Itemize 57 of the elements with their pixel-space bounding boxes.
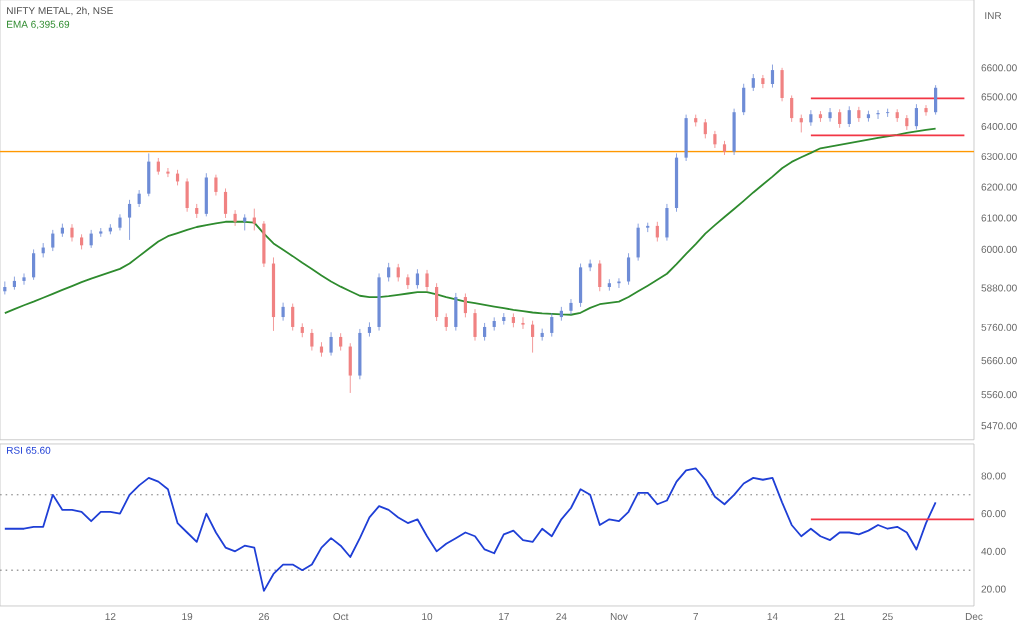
- candlestick: [684, 114, 688, 162]
- candlestick: [598, 259, 602, 292]
- candlestick: [147, 153, 151, 197]
- candlestick: [329, 331, 333, 356]
- candlestick: [790, 95, 794, 123]
- candlestick: [578, 263, 583, 308]
- candlestick: [118, 213, 122, 231]
- candlestick: [742, 83, 746, 116]
- candlestick: [127, 199, 132, 241]
- candlestick: [550, 312, 554, 337]
- candlestick: [636, 223, 640, 262]
- candlestick: [886, 108, 890, 118]
- candlestick: [569, 298, 573, 316]
- candlestick: [809, 109, 813, 127]
- candlestick: [32, 249, 36, 281]
- candlestick: [51, 229, 55, 252]
- candlestick: [70, 223, 74, 242]
- candlestick: [665, 203, 669, 242]
- candlestick: [387, 262, 391, 282]
- candlestick: [838, 108, 842, 129]
- candlestick: [761, 74, 765, 89]
- candlestick: [473, 308, 477, 342]
- candlestick: [780, 67, 784, 102]
- candlestick: [617, 277, 621, 289]
- candlestick: [914, 103, 919, 130]
- candlestick: [425, 269, 429, 292]
- candlestick: [204, 172, 208, 217]
- candlestick: [626, 252, 631, 286]
- candlestick: [847, 105, 851, 128]
- candlestick: [223, 188, 228, 219]
- candlestick: [252, 208, 256, 231]
- candlestick: [924, 104, 928, 117]
- candlestick: [281, 302, 285, 322]
- candlestick: [262, 220, 266, 268]
- candlestick: [214, 174, 218, 196]
- candlestick: [243, 213, 247, 231]
- candlestick: [934, 84, 938, 116]
- candlestick: [732, 108, 736, 156]
- candlestick: [770, 64, 775, 88]
- candlestick: [291, 303, 295, 331]
- candlestick: [703, 118, 707, 139]
- candlestick: [233, 209, 237, 227]
- candlestick: [463, 293, 468, 318]
- candlestick: [713, 130, 717, 149]
- candlestick: [530, 320, 535, 353]
- candlestick: [828, 107, 832, 123]
- candlestick: [22, 273, 26, 286]
- candlestick: [454, 292, 458, 331]
- candlestick: [310, 328, 314, 351]
- candlestick: [435, 282, 439, 322]
- candlestick: [358, 328, 362, 380]
- candlestick: [799, 114, 803, 133]
- candlestick: [521, 316, 525, 330]
- candlestick: [185, 177, 189, 213]
- candlestick: [415, 268, 420, 289]
- candlestick: [166, 167, 170, 178]
- candlestick: [348, 342, 352, 394]
